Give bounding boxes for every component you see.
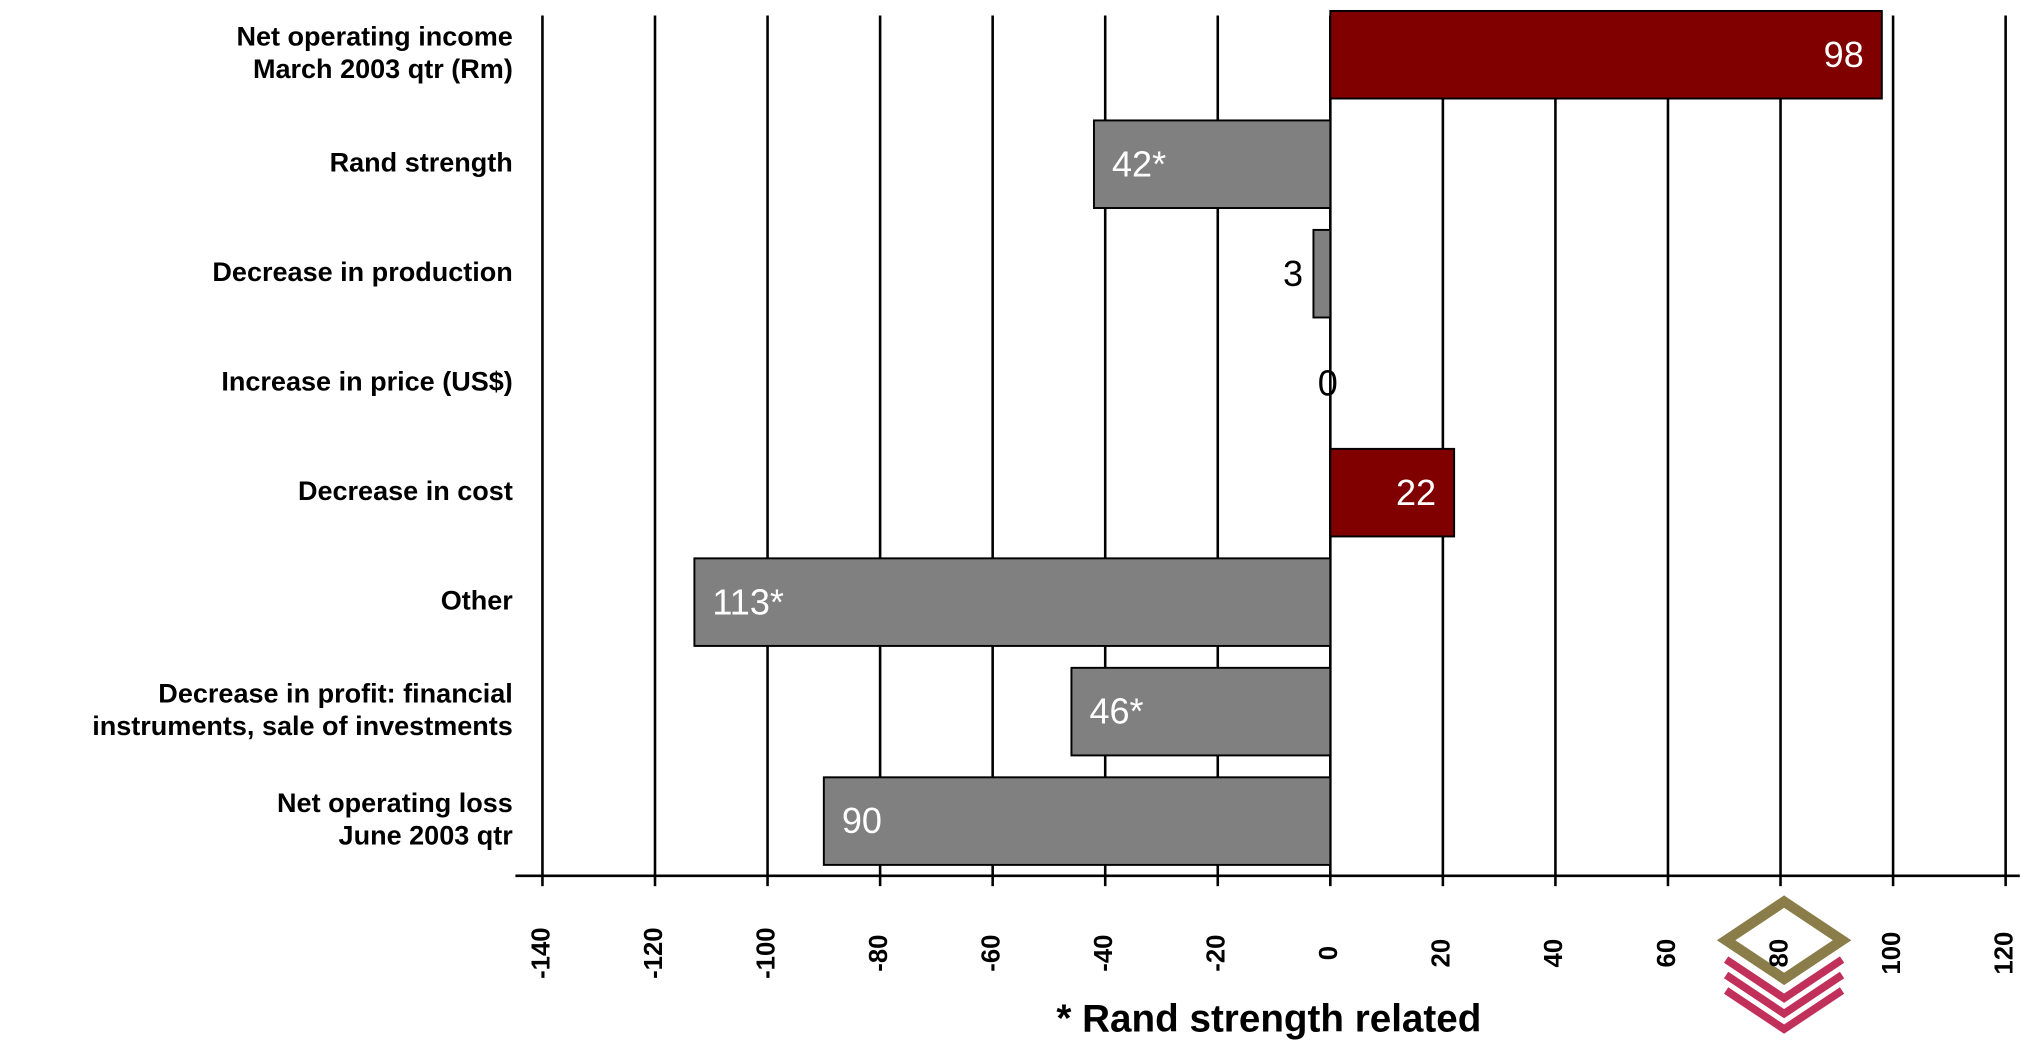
x-tick-label: 20 [1428, 939, 1456, 968]
x-tick-label: 60 [1653, 939, 1681, 968]
y-tick-label: Rand strength [330, 147, 513, 177]
x-tick-label: -60 [977, 935, 1005, 972]
y-tick-label: Net operating income March 2003 qtr (Rm) [236, 22, 512, 84]
x-tick-label: -140 [527, 927, 555, 979]
x-tick-label: 0 [1315, 946, 1343, 960]
y-tick-label: Increase in price (US$) [221, 366, 512, 396]
x-tick-label: 80 [1765, 939, 1793, 968]
bar [1312, 228, 1332, 319]
value-label: 98 [1824, 34, 1864, 75]
x-tick-label: -120 [640, 927, 668, 979]
footnote: * Rand strength related [1056, 998, 1481, 1041]
x-tick-label: -20 [1203, 935, 1231, 972]
value-label: 42* [1112, 143, 1166, 184]
x-tick-label: -40 [1090, 935, 1118, 972]
value-label: 22 [1396, 472, 1436, 513]
y-tick-label: Decrease in production [212, 257, 512, 287]
bar [822, 776, 1332, 866]
value-label: 3 [1283, 253, 1303, 294]
x-tick-label: 40 [1540, 939, 1568, 968]
y-tick-label: Decrease in cost [298, 476, 513, 506]
bar [1070, 666, 1332, 757]
x-tick-label: 120 [1990, 932, 2018, 975]
bar [1329, 447, 1456, 538]
value-label: 46* [1089, 691, 1143, 732]
x-tick-label: -100 [752, 927, 780, 979]
y-tick-label: Other [441, 585, 514, 615]
x-tick-label: 100 [1878, 932, 1906, 975]
bar [693, 557, 1332, 647]
bar [1092, 119, 1332, 209]
x-tick-label: -80 [865, 935, 893, 972]
value-label: 90 [842, 800, 882, 841]
value-label: 113* [712, 581, 784, 622]
bar [1329, 9, 1883, 100]
y-tick-label: Net operating loss June 2003 qtr [277, 788, 513, 850]
value-label: 0 [1318, 362, 1338, 403]
logo [1716, 895, 1852, 1034]
y-tick-label: Decrease in profit: financial instruments… [92, 679, 513, 741]
